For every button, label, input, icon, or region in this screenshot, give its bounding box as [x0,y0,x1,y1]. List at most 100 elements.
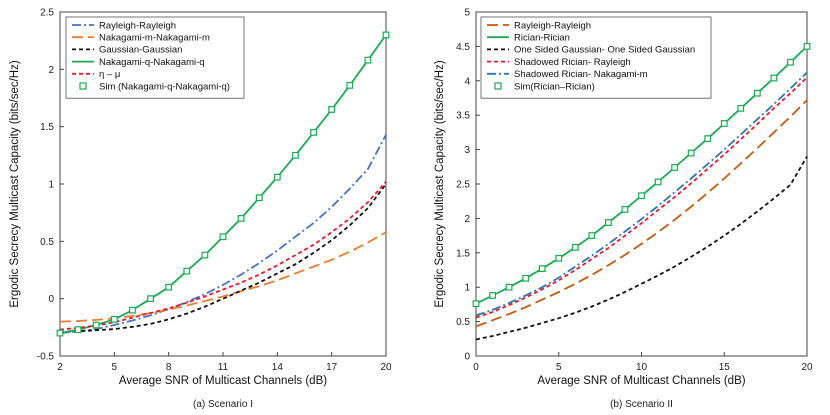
x-tick-label: 20 [380,362,392,373]
sim-marker [147,295,154,303]
legend-box [480,16,712,99]
sim-marker [654,178,662,186]
y-axis-label: Ergodic Secrecy Multicast Capacity (bits… [434,60,446,307]
y-tick-label: 5 [464,8,470,19]
sim-marker [621,206,629,213]
y-tick-label: 3 [464,145,470,156]
sim-marker [92,321,100,329]
sim-marker [588,232,596,240]
sim-marker [555,254,563,262]
y-tick-label: 1 [48,180,54,191]
legend-entry: Shadowed Rician- Nakagami-m [514,69,648,80]
series-line-5 [475,71,808,317]
sim-marker [489,292,496,299]
sim-marker [201,251,209,259]
y-tick-label: 3.5 [456,111,470,122]
y-axis-label: Ergodic Secrecy Multicast Capacity (bits… [9,60,21,307]
series-line-1 [59,134,387,334]
x-tick-label: 15 [719,362,731,373]
sim-marker [770,74,778,82]
sim-marker [110,315,118,323]
y-tick-label: 4 [464,76,470,87]
y-tick-label: -0.5 [37,352,55,363]
legend-entry: Rayleigh-Rayleigh [99,20,176,31]
sim-marker [505,283,513,291]
legend-box [65,16,245,99]
sim-marker [687,149,695,157]
series-line-2 [59,231,387,323]
sim-marker [720,120,728,127]
legend-entry: Rician-Rician [514,33,570,44]
y-tick-label: 0.5 [456,317,470,328]
sim-marker [604,219,612,226]
sim-marker [219,233,227,241]
x-tick-label: 20 [801,362,813,373]
sim-marker [472,300,480,308]
legend-entry: Shadowed Rician- Rayleigh [514,57,631,68]
y-tick-label: 2 [48,65,54,76]
sim-marker [638,192,645,200]
x-axis-label: Average SNR of Multicast Channels (dB) [119,375,327,387]
legend-entry: Sim (Nakagami-q-Nakagami-q) [99,81,230,92]
sim-marker [237,215,245,222]
y-tick-label: 0 [464,352,470,363]
x-tick-label: 5 [112,362,118,373]
legend-entry: Sim(Rician–Rician) [514,81,595,92]
series-line-3 [475,156,808,341]
x-tick-label: 2 [57,362,63,373]
y-tick-label: 2.5 [40,8,54,19]
sim-marker [310,129,317,136]
legend-entry: Rayleigh-Rayleigh [514,20,591,31]
x-tick-label: 17 [326,362,338,373]
x-tick-label: 8 [166,362,172,373]
sim-marker [74,326,82,334]
x-axis-label: Average SNR of Multicast Channels (dB) [537,375,745,387]
sim-marker [704,135,712,142]
legend-entry: Nakagami-q-Nakagami-q [99,57,205,68]
chart-panel-2: 0 5 10 15 20 0 0.5 1 1.5 2 2.5 3 3.5 4 4.5 5 Average SNR… [434,8,813,411]
y-tick-label: 1.5 [456,248,470,259]
sim-marker [56,329,64,337]
series-line-4 [475,76,808,319]
legend-swatch [79,82,87,90]
legend-entry: η – μ [99,69,120,80]
sim-marker [273,173,281,181]
series-line-5 [59,181,387,331]
legend-entry: Nakagami-m-Nakagami-m [99,33,210,44]
sim-marker [538,265,546,273]
series-line-1 [475,99,808,328]
legend-entry: One Sided Gaussian- One Sided Gaussian [514,45,695,56]
y-tick-label: 2.5 [456,180,470,191]
y-tick-label: 1.5 [40,122,54,133]
panel-caption: (b) Scenario II [610,399,673,410]
y-tick-label: 0 [48,294,54,305]
x-tick-label: 14 [272,362,284,373]
legend: Rayleigh-Rayleigh Nakagami-m-Nakagami-mGa… [65,16,245,99]
sim-marker [522,274,530,282]
sim-marker [803,42,811,50]
sim-marker [787,58,794,66]
sim-marker [129,306,136,314]
x-tick-label: 11 [218,362,229,373]
y-tick-label: 0.5 [40,237,54,248]
sim-marker [165,283,173,291]
sim-marker [671,164,678,171]
sim-marker [382,31,390,39]
y-tick-label: 2 [464,214,470,225]
y-tick-label: 4.5 [456,42,470,53]
sim-marker [255,194,263,202]
legend-swatch [494,82,502,90]
sim-marker [328,106,336,113]
sim-marker [364,56,372,64]
series-line-3 [59,183,387,333]
x-tick-label: 0 [473,362,479,373]
sim-marker [183,267,191,275]
x-tick-label: 5 [556,362,562,373]
sim-marker [753,89,761,97]
sim-marker [571,243,579,251]
sim-marker [292,151,299,159]
sim-marker [737,104,745,112]
y-tick-label: 1 [464,283,470,294]
